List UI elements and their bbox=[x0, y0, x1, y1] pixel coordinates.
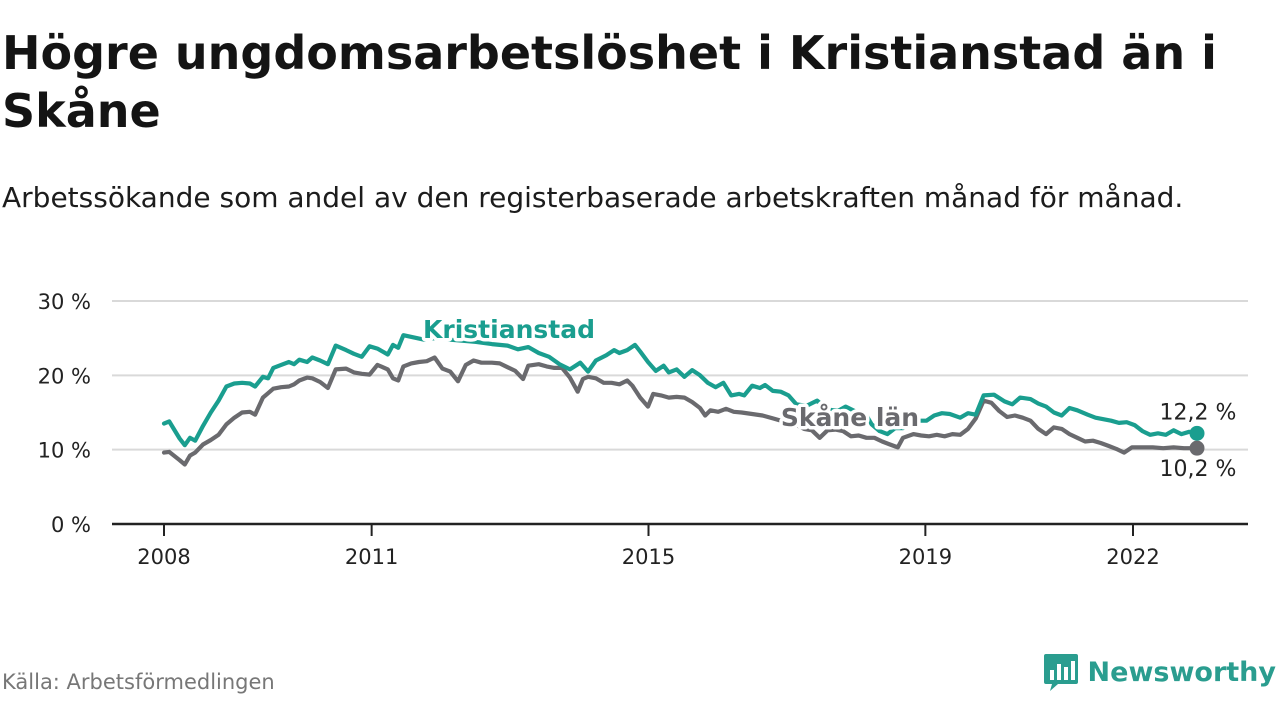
series-name-kristianstad: Kristianstad bbox=[423, 315, 595, 344]
chart-title: Högre ungdomsarbetslöshet i Kristianstad… bbox=[2, 26, 1217, 138]
x-tick-label: 2011 bbox=[345, 545, 398, 569]
y-tick-label: 20 % bbox=[38, 364, 91, 388]
series-line-kristianstad bbox=[161, 333, 1200, 448]
y-tick-label: 0 % bbox=[51, 513, 91, 537]
end-point-skane bbox=[1189, 440, 1205, 456]
end-label-skane: 10,2 % bbox=[1160, 457, 1237, 482]
source-note: Källa: Arbetsförmedlingen bbox=[2, 670, 275, 694]
y-tick-label: 30 % bbox=[38, 290, 91, 314]
brand-logo: Newsworthy bbox=[1042, 652, 1276, 692]
x-tick-label: 2019 bbox=[899, 545, 952, 569]
x-tick-label: 2008 bbox=[137, 545, 190, 569]
brand-name: Newsworthy bbox=[1087, 656, 1276, 688]
series-line-skane bbox=[161, 355, 1200, 467]
chart-subtitle: Arbetssökande som andel av den registerb… bbox=[2, 181, 1184, 214]
end-point-kristianstad bbox=[1189, 425, 1205, 441]
x-tick-label: 2015 bbox=[622, 545, 675, 569]
x-axis: 2008 2011 2015 2019 2022 bbox=[112, 522, 1248, 569]
end-label-kristianstad: 12,2 % bbox=[1160, 400, 1237, 425]
y-tick-label: 10 % bbox=[38, 439, 91, 463]
x-tick-label: 2022 bbox=[1106, 545, 1159, 569]
series-layer bbox=[161, 333, 1200, 467]
chart-logo-icon bbox=[1043, 654, 1078, 691]
series-name-skane: Skåne län bbox=[781, 403, 919, 432]
label-layer: 12,2 % 10,2 % Kristianstad Skåne län bbox=[420, 312, 1237, 483]
